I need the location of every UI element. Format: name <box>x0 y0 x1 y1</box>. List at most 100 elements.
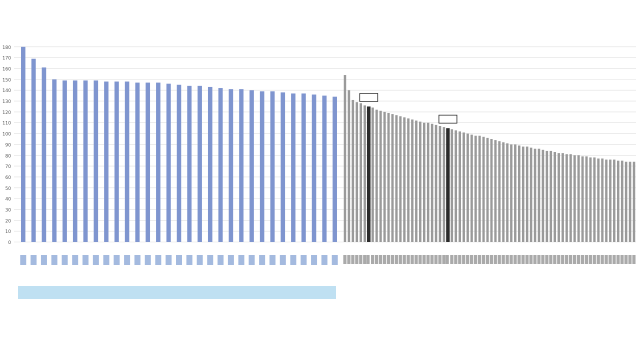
x-tick-label-b <box>541 255 545 264</box>
y-tick-label: 120 <box>2 110 11 116</box>
x-tick-label-b <box>442 255 446 264</box>
bar-group-b <box>426 122 430 242</box>
x-tick-label-b <box>549 255 553 264</box>
x-tick-label-b <box>454 255 458 264</box>
x-tick-label-a <box>144 255 151 265</box>
bar-group-b <box>593 157 596 242</box>
x-tick-label-b <box>553 255 557 264</box>
x-tick-label-b <box>414 255 418 264</box>
y-tick-label: 60 <box>5 175 11 181</box>
x-tick-label-b <box>438 255 442 264</box>
x-tick-label-b <box>513 255 517 264</box>
bar-group-b <box>553 152 557 242</box>
y-tick-label: 140 <box>2 88 11 94</box>
bar-group-a <box>52 79 57 242</box>
bar-highlight <box>366 106 371 242</box>
bar-group-a <box>31 58 36 243</box>
group-band-rect <box>18 286 336 299</box>
x-tick-label-a <box>259 255 266 265</box>
bar-group-a <box>207 86 213 243</box>
y-tick-label: 180 <box>2 45 11 51</box>
bar-group-b <box>521 146 525 242</box>
bar-group-b <box>415 120 418 242</box>
bar-group-b <box>529 147 533 242</box>
y-tick-label: 100 <box>2 132 11 138</box>
x-tick-label-a <box>103 255 110 265</box>
bar-group-b <box>422 122 426 242</box>
bar-group-b <box>549 150 553 242</box>
x-tick-label-b <box>517 255 521 264</box>
bar-group-b <box>502 142 505 242</box>
bar-group-a <box>197 85 202 242</box>
x-tick-label-a <box>321 255 328 265</box>
bar-group-a <box>62 80 67 242</box>
x-tick-label-b <box>458 255 462 264</box>
x-tick-label-a <box>238 255 245 265</box>
x-tick-label-b <box>390 255 395 264</box>
x-tick-label-b <box>366 255 370 264</box>
y-tick-label: 30 <box>5 207 11 213</box>
x-tick-label-a <box>176 255 182 265</box>
x-tick-label-b <box>568 255 573 264</box>
bar-group-a <box>239 89 244 242</box>
bar-group-b <box>391 114 394 242</box>
bar-group-a <box>176 84 182 242</box>
bar-group-b <box>565 154 568 242</box>
bar-group-b <box>597 158 600 242</box>
bar-group-b <box>541 149 545 242</box>
x-tick-label-a <box>331 255 338 265</box>
bar-group-a <box>322 95 327 242</box>
bar-group-a <box>145 82 151 242</box>
bar-group-a <box>166 83 171 242</box>
bar-group-b <box>399 116 402 242</box>
x-tick-label-b <box>608 255 612 264</box>
bar-group-a <box>311 94 317 243</box>
x-tick-label-a <box>155 255 162 265</box>
bar-group-b <box>490 139 493 242</box>
x-tick-label-a <box>290 255 297 265</box>
x-tick-label-b <box>378 255 383 264</box>
x-tick-label-b <box>501 255 505 264</box>
bar-group-a <box>135 82 140 242</box>
bar-group-b <box>419 121 422 242</box>
bar-group-b <box>605 159 608 242</box>
bar-group-b <box>616 160 620 242</box>
bar-group-b <box>434 124 438 242</box>
bar-group-b <box>533 148 537 242</box>
bar-group-b <box>395 115 398 242</box>
bar-group-b <box>470 134 473 242</box>
x-tick-label-b <box>434 255 438 264</box>
x-tick-label-b <box>628 255 632 264</box>
x-tick-label-a <box>82 255 89 265</box>
x-tick-label-b <box>410 255 414 264</box>
x-tick-label-b <box>398 255 402 264</box>
x-axis-category-labels <box>20 255 636 265</box>
bar-group-b <box>557 153 560 242</box>
bar-group-b <box>585 156 588 242</box>
x-tick-label-b <box>450 255 454 264</box>
x-tick-label-b <box>572 255 577 264</box>
x-tick-label-b <box>533 255 537 264</box>
bar-group-b <box>613 159 616 242</box>
x-tick-label-b <box>406 255 410 264</box>
x-tick-label-a <box>279 255 286 265</box>
x-tick-label-b <box>588 255 592 264</box>
x-tick-label-b <box>557 255 561 264</box>
y-tick-label: 40 <box>5 197 11 203</box>
bar-group-a <box>21 46 26 243</box>
bar-group-b <box>403 117 406 242</box>
x-tick-label-a <box>72 255 79 265</box>
x-tick-label-b <box>600 255 604 264</box>
x-tick-label-b <box>584 255 589 264</box>
bar-group-a <box>104 81 109 243</box>
bar-group-b <box>359 103 363 242</box>
bar-group-b <box>569 154 572 242</box>
bar-group-b <box>474 135 477 242</box>
x-tick-label-b <box>620 255 624 264</box>
bar-group-b <box>506 143 509 242</box>
bar-group-b <box>430 123 434 242</box>
x-tick-label-b <box>525 255 529 264</box>
x-tick-label-b <box>624 255 628 264</box>
